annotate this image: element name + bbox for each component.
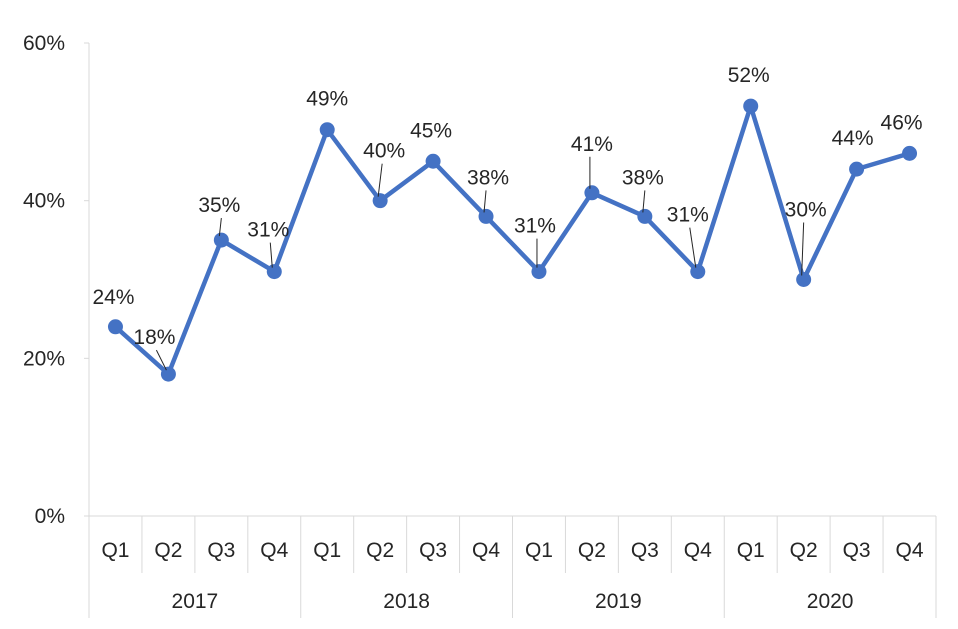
x-tick-label-quarter: Q3 xyxy=(843,539,871,562)
data-label-leader-line xyxy=(377,163,383,197)
data-label-leader-line xyxy=(483,190,487,213)
data-label: 31% xyxy=(667,204,709,227)
data-point xyxy=(902,145,918,161)
series-line xyxy=(113,103,912,377)
data-point xyxy=(796,272,812,287)
x-tick-label-quarter: Q3 xyxy=(207,539,235,562)
x-tick-label-quarter: Q4 xyxy=(896,539,924,562)
data-label-leader-line xyxy=(642,190,646,213)
data-label: 38% xyxy=(467,166,509,189)
x-tick-label-year: 2018 xyxy=(383,590,430,613)
data-point xyxy=(319,122,335,138)
x-tick-label-quarter: Q1 xyxy=(737,539,765,562)
data-label: 52% xyxy=(728,64,770,87)
x-tick-label-quarter: Q4 xyxy=(472,539,500,562)
x-tick-label-year: 2019 xyxy=(595,590,642,613)
data-point xyxy=(531,264,547,280)
data-label-leader-line xyxy=(269,242,273,268)
x-tick-label-quarter: Q1 xyxy=(101,539,129,562)
data-label: 18% xyxy=(133,326,175,349)
y-tick-label: 20% xyxy=(23,347,65,370)
axes: 0% 20% 40% 60% Q1 Q2 Q3 Q4 Q1 Q2 Q3 Q4 Q1 Q2 Q3 Q4 Q1 Q2 Q… xyxy=(23,32,937,618)
data-label: 38% xyxy=(622,166,664,189)
data-point xyxy=(637,208,653,224)
data-label: 45% xyxy=(410,119,452,142)
x-tick-label-quarter: Q4 xyxy=(260,539,288,562)
series-line-layer xyxy=(113,103,912,377)
x-tick-label-quarter: Q2 xyxy=(366,539,394,562)
data-label: 31% xyxy=(514,215,556,238)
data-label: 46% xyxy=(881,111,923,134)
x-tick-label-quarter: Q1 xyxy=(525,539,553,562)
data-point xyxy=(107,319,123,335)
data-point xyxy=(584,185,600,201)
data-label-leader-line xyxy=(689,227,697,268)
data-label: 31% xyxy=(247,219,289,242)
y-tick-label: 40% xyxy=(23,190,65,213)
data-label: 35% xyxy=(198,194,240,217)
x-tick-label-year: 2020 xyxy=(807,590,854,613)
data-label: 44% xyxy=(832,127,874,150)
data-label: 41% xyxy=(571,133,613,156)
data-label: 24% xyxy=(92,286,134,309)
data-points xyxy=(107,98,918,382)
data-label: 30% xyxy=(785,199,827,222)
data-label-leader-line xyxy=(801,222,805,276)
data-point xyxy=(372,193,388,209)
x-tick-label-quarter: Q3 xyxy=(419,539,447,562)
data-point xyxy=(160,366,176,382)
data-label-leader-line xyxy=(218,218,222,237)
data-point xyxy=(425,153,441,169)
data-point xyxy=(213,232,229,248)
x-tick-label-quarter: Q2 xyxy=(578,539,606,562)
y-tick-label: 0% xyxy=(35,505,65,528)
x-tick-label-quarter: Q3 xyxy=(631,539,659,562)
x-tick-label-year: 2017 xyxy=(172,590,219,613)
x-tick-label-quarter: Q2 xyxy=(154,539,182,562)
data-point xyxy=(849,161,865,177)
data-point xyxy=(690,264,706,280)
y-tick-label: 60% xyxy=(23,32,65,55)
data-point xyxy=(743,98,759,114)
data-label: 40% xyxy=(363,140,405,163)
data-label: 49% xyxy=(306,88,348,111)
data-labels: 24%18%35%31%49%40%45%38%31%41%38%31%52%3… xyxy=(92,64,923,371)
x-tick-label-quarter: Q2 xyxy=(790,539,818,562)
data-point xyxy=(478,208,494,224)
data-point xyxy=(266,264,282,280)
x-tick-label-quarter: Q1 xyxy=(313,539,341,562)
x-tick-label-quarter: Q4 xyxy=(684,539,712,562)
data-label-leader-line xyxy=(155,349,167,371)
